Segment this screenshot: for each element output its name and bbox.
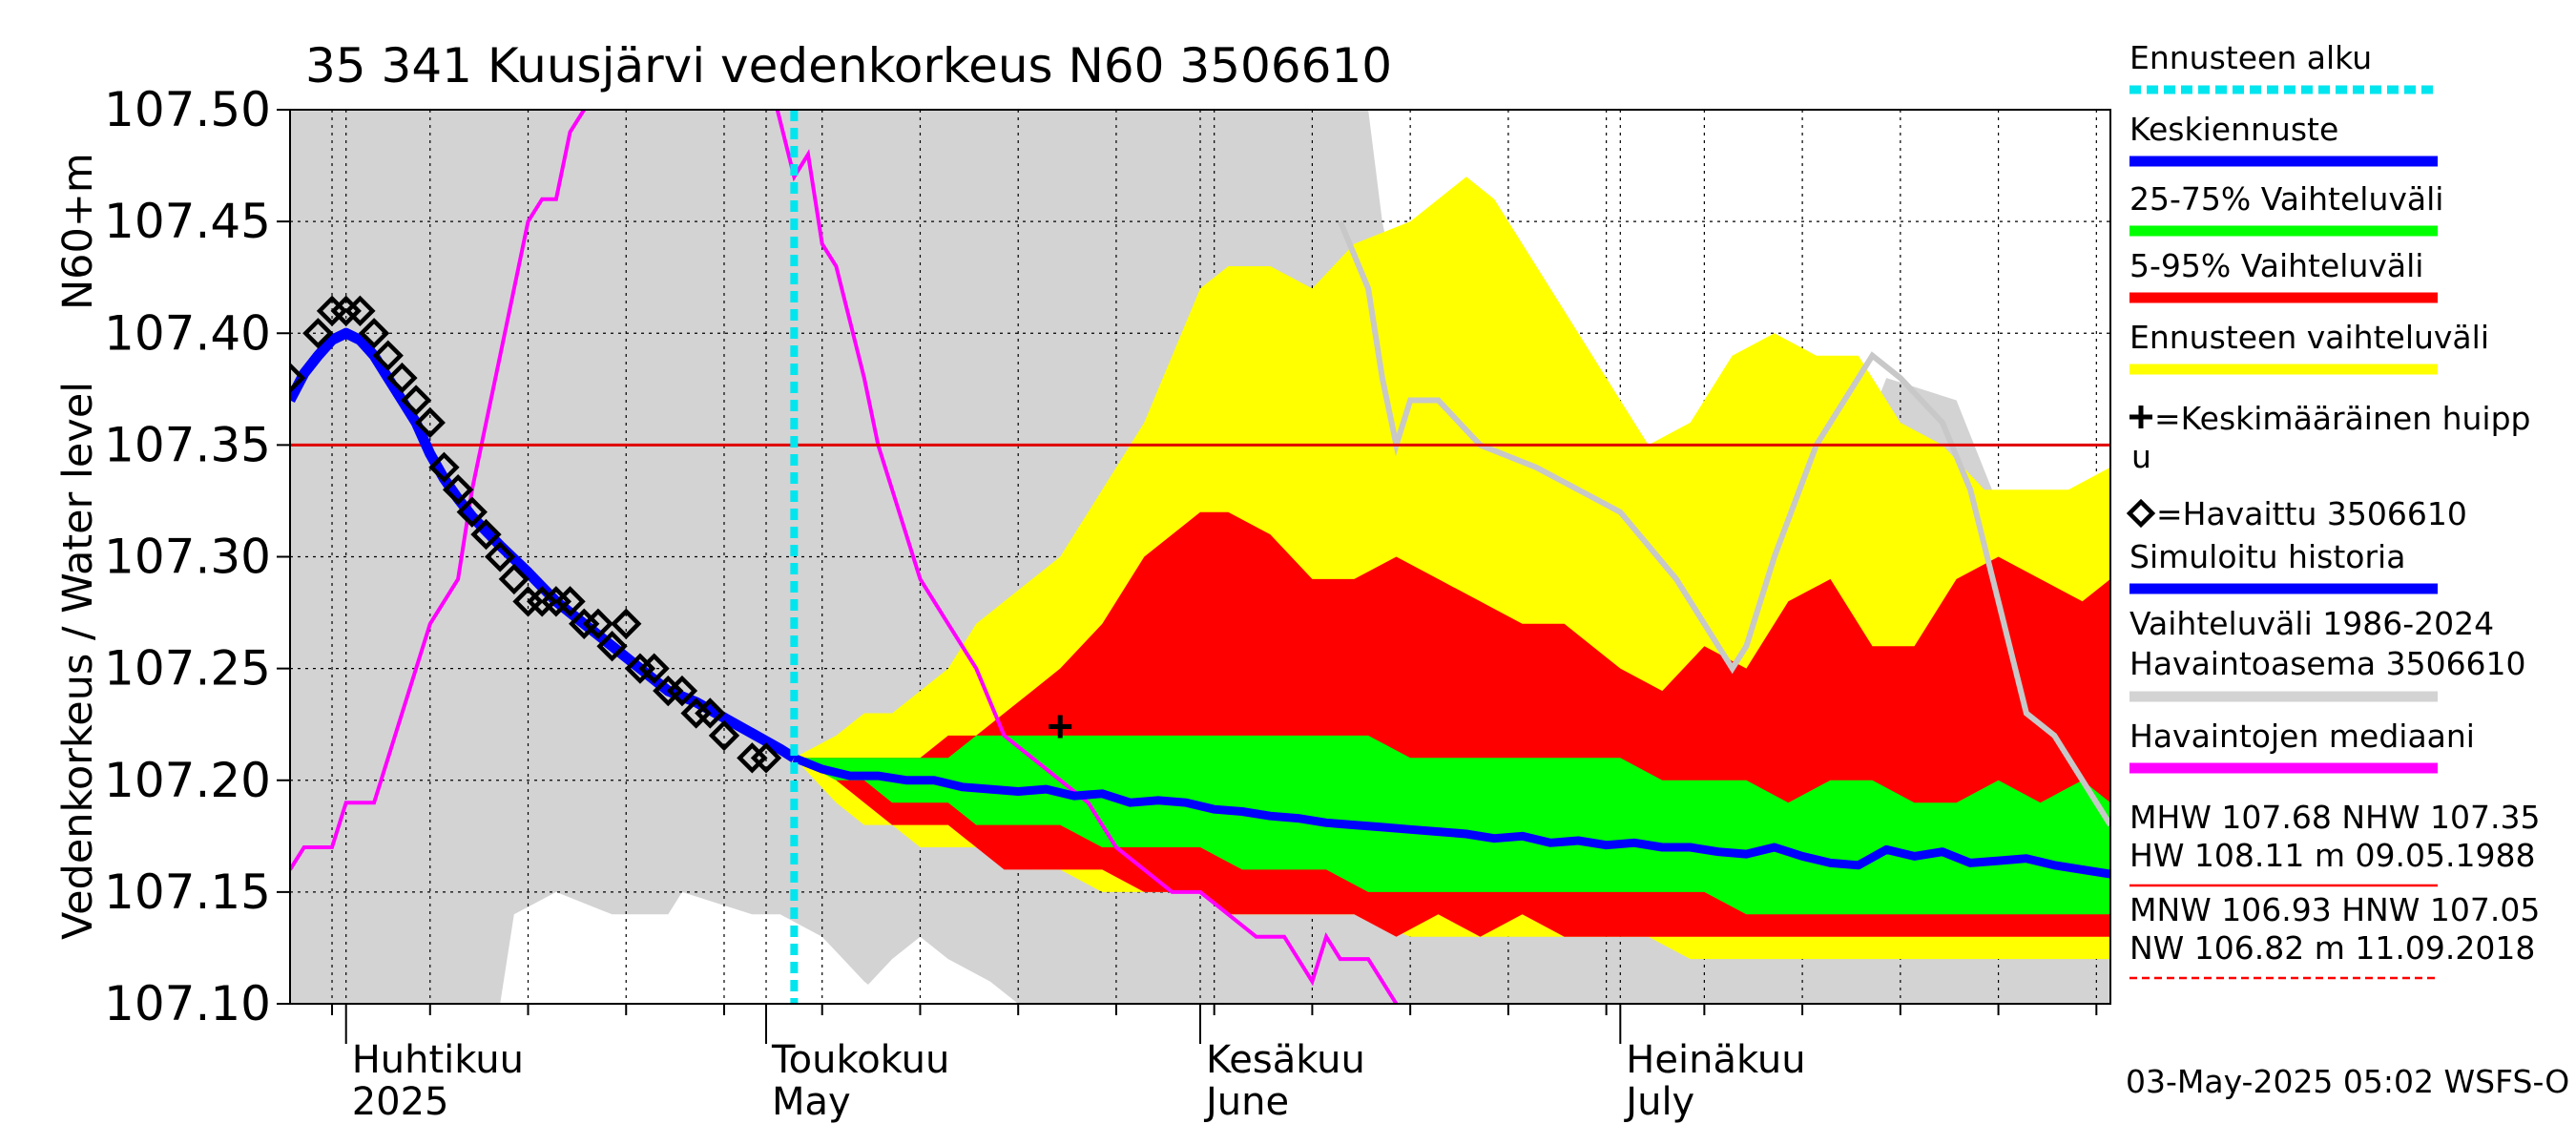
legend-label: Ennusteen vaihteluväli [2129,319,2489,356]
y-axis-label-group: Vedenkorkeus / Water level N60+m [54,153,102,940]
legend-label: Havaintojen mediaani [2129,718,2475,755]
y-tick-label: 107.20 [104,753,271,808]
x-month-label: Toukokuu [771,1038,949,1082]
legend-label: Keskiennuste [2129,111,2338,148]
p25-75-band [794,735,2110,915]
legend-plus-marker [2129,406,2152,428]
observed-point [582,608,614,639]
y-tick-label: 107.50 [104,82,271,137]
chart-title: 35 341 Kuusjärvi vedenkorkeus N60 350661… [305,38,1392,94]
hist-range-line [1338,219,2110,827]
y-axis-label: Vedenkorkeus / Water level [54,382,102,940]
stats-line: MHW 107.68 NHW 107.35 [2129,799,2540,836]
observed-point [358,318,390,349]
x-month-sublabel: July [1623,1080,1694,1124]
observed-point [386,362,418,394]
x-month-sublabel: May [772,1080,851,1124]
y-tick-label: 107.15 [104,864,271,920]
y-axis-unit-label: N60+m [54,153,102,310]
observed-point [290,362,306,394]
x-month-label: Huhtikuu [352,1038,524,1082]
legend: Ennusteen alku Keskiennuste 25-75% Vaihtel… [2126,39,2540,980]
plot-clip-group [290,110,2110,1004]
y-tick-label: 107.25 [104,641,271,697]
observed-point [400,385,432,416]
stats-line: NW 106.82 m 11.09.2018 [2129,929,2535,967]
observed-point [596,631,628,662]
observed-point [302,318,334,349]
observed-point [456,496,488,528]
observed-point [638,653,670,684]
observed-point [344,295,376,327]
observed-point [484,541,516,572]
median-line [290,110,1399,1004]
observed-point [695,697,726,729]
timestamp: 03-May-2025 05:02 WSFS-O [2126,1063,2569,1100]
observed-point [470,518,502,551]
x-month-label: Heinäkuu [1626,1038,1805,1082]
observed-point [750,742,782,774]
y-tick-label: 107.40 [104,305,271,361]
legend-label: Ennusteen alku [2129,39,2372,76]
y-tick-label: 107.30 [104,530,271,585]
legend-label-continued: Havaintoasema 3506610 [2129,645,2526,682]
observed-point [428,451,460,483]
plot-area [290,110,2110,1004]
x-month-sublabel: June [1203,1080,1289,1124]
stats-line: HW 108.11 m 09.05.1988 [2129,837,2535,874]
y-tick-label: 107.35 [104,417,271,472]
x-month-sublabel: 2025 [352,1080,449,1124]
observed-point [611,608,642,639]
legend-label: =Keskimääräinen huipp [2154,400,2531,437]
legend-label: =Havaittu 3506610 [2156,495,2467,532]
observed-point [666,675,698,707]
legend-label: 25-75% Vaihteluväli [2129,180,2443,218]
x-month-label: Kesäkuu [1206,1038,1365,1082]
hist-range-gap [500,891,1019,1004]
legend-label: Simuloitu historia [2129,538,2405,575]
observed-point [554,586,586,617]
legend-diamond-marker [2126,498,2156,529]
observed-point [372,340,404,371]
stats-line: MNW 106.93 HNW 107.05 [2129,891,2540,928]
y-tick-label: 107.10 [104,976,271,1031]
observed-point [442,474,474,506]
observed-point [414,406,446,439]
axes: 107.10 107.15 107.20 107.25 107.30 107.35 107.… [104,82,2111,1124]
observed-point [708,719,740,752]
legend-label: 5-95% Vaihteluväli [2129,247,2423,284]
y-tick-label: 107.45 [104,194,271,249]
mean-forecast-line [792,754,2110,879]
observed-point [498,563,530,595]
legend-label: Vaihteluväli 1986-2024 [2129,605,2494,642]
mean-peak-marker [1049,715,1072,739]
legend-label-continued: u [2131,438,2151,475]
